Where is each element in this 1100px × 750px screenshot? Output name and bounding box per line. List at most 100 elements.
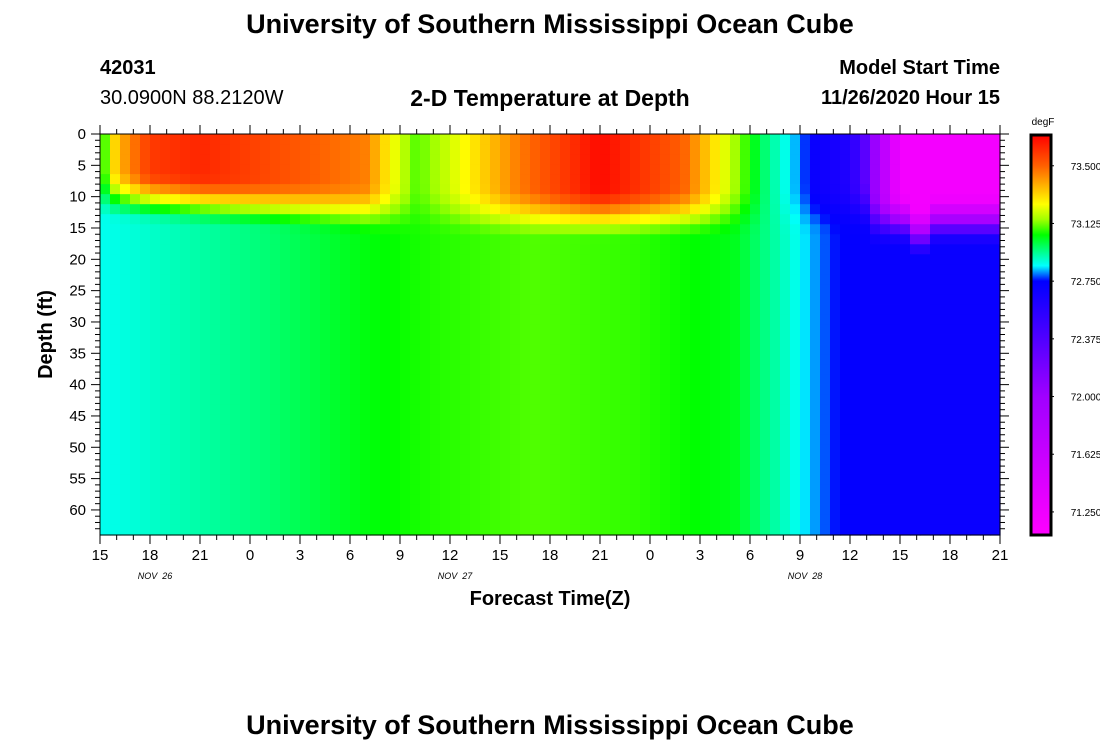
heatmap-cell — [150, 204, 161, 215]
heatmap-cell — [770, 384, 781, 396]
heatmap-cell — [870, 244, 881, 255]
heatmap-cell — [120, 504, 131, 516]
heatmap-cell — [210, 254, 221, 265]
y-tick-label: 60 — [69, 502, 86, 519]
heatmap-cell — [530, 434, 541, 446]
heatmap-cell — [570, 314, 581, 326]
heatmap-cell — [910, 484, 921, 496]
heatmap-cell — [930, 384, 941, 396]
heatmap-cell — [110, 294, 121, 306]
heatmap-cell — [970, 154, 981, 165]
heatmap-cell — [660, 414, 671, 426]
heatmap-cell — [920, 464, 931, 476]
heatmap-cell — [420, 374, 431, 386]
heatmap-cell — [580, 304, 591, 316]
heatmap-cell — [560, 434, 571, 446]
heatmap-cell — [690, 154, 701, 165]
heatmap-cell — [370, 214, 381, 225]
heatmap-cell — [310, 144, 321, 155]
heatmap-cell — [710, 404, 721, 416]
heatmap-cell — [270, 524, 281, 536]
heatmap-cell — [610, 254, 621, 265]
heatmap-cell — [620, 234, 631, 245]
heatmap-cell — [560, 214, 571, 225]
heatmap-cell — [810, 174, 821, 185]
heatmap-cell — [520, 294, 531, 306]
heatmap-cell — [580, 414, 591, 426]
heatmap-cell — [290, 484, 301, 496]
heatmap-cell — [780, 174, 791, 185]
heatmap-cell — [600, 134, 611, 145]
heatmap-cell — [740, 324, 751, 336]
heatmap-cell — [820, 314, 831, 326]
heatmap-cell — [560, 294, 571, 306]
heatmap-cell — [230, 134, 241, 145]
heatmap-cell — [840, 174, 851, 185]
heatmap-cell — [290, 234, 301, 245]
heatmap-cell — [780, 314, 791, 326]
heatmap-cell — [970, 514, 981, 526]
heatmap-cell — [200, 474, 211, 486]
heatmap-cell — [190, 304, 201, 316]
heatmap-cell — [290, 154, 301, 165]
heatmap-cell — [920, 484, 931, 496]
heatmap-cell — [570, 154, 581, 165]
heatmap-cell — [200, 284, 211, 296]
heatmap-cell — [280, 404, 291, 416]
heatmap-cell — [710, 164, 721, 175]
heatmap-cell — [440, 244, 451, 255]
heatmap-cell — [640, 194, 651, 205]
heatmap-cell — [800, 424, 811, 436]
heatmap-cell — [450, 524, 461, 536]
heatmap-cell — [620, 144, 631, 155]
heatmap-cell — [750, 394, 761, 406]
heatmap-cell — [300, 524, 311, 536]
heatmap-cell — [260, 284, 271, 296]
heatmap-cell — [620, 154, 631, 165]
heatmap-cell — [590, 524, 601, 536]
heatmap-cell — [110, 324, 121, 336]
heatmap-cell — [780, 184, 791, 195]
heatmap-cell — [790, 454, 801, 466]
heatmap-cell — [740, 364, 751, 376]
heatmap-cell — [500, 284, 511, 296]
heatmap-cell — [630, 244, 641, 255]
heatmap-cell — [420, 144, 431, 155]
heatmap-cell — [550, 414, 561, 426]
heatmap-cell — [870, 464, 881, 476]
heatmap-cell — [860, 424, 871, 436]
heatmap-cell — [130, 444, 141, 456]
heatmap-cell — [880, 354, 891, 366]
heatmap-cell — [760, 134, 771, 145]
heatmap-cell — [270, 344, 281, 356]
heatmap-cell — [470, 314, 481, 326]
heatmap-cell — [990, 354, 1001, 366]
heatmap-cell — [940, 424, 951, 436]
heatmap-cell — [540, 164, 551, 175]
heatmap-cell — [490, 174, 501, 185]
heatmap-cell — [830, 344, 841, 356]
heatmap-cell — [830, 424, 841, 436]
heatmap-cell — [330, 394, 341, 406]
heatmap-cell — [940, 294, 951, 306]
heatmap-cell — [940, 354, 951, 366]
heatmap-cell — [720, 154, 731, 165]
heatmap-cell — [640, 424, 651, 436]
heatmap-cell — [810, 264, 821, 275]
heatmap-cell — [530, 284, 541, 296]
heatmap-cell — [730, 394, 741, 406]
heatmap-cell — [790, 214, 801, 225]
heatmap-cell — [600, 154, 611, 165]
heatmap-cell — [980, 424, 991, 436]
heatmap-cell — [500, 504, 511, 516]
heatmap-cell — [370, 304, 381, 316]
heatmap-cell — [620, 454, 631, 466]
heatmap-cell — [570, 224, 581, 235]
heatmap-cell — [810, 304, 821, 316]
heatmap-cell — [990, 224, 1001, 235]
heatmap-cell — [630, 504, 641, 516]
heatmap-cell — [110, 234, 121, 245]
heatmap-cell — [630, 414, 641, 426]
heatmap-cell — [950, 434, 961, 446]
heatmap-cell — [450, 494, 461, 506]
